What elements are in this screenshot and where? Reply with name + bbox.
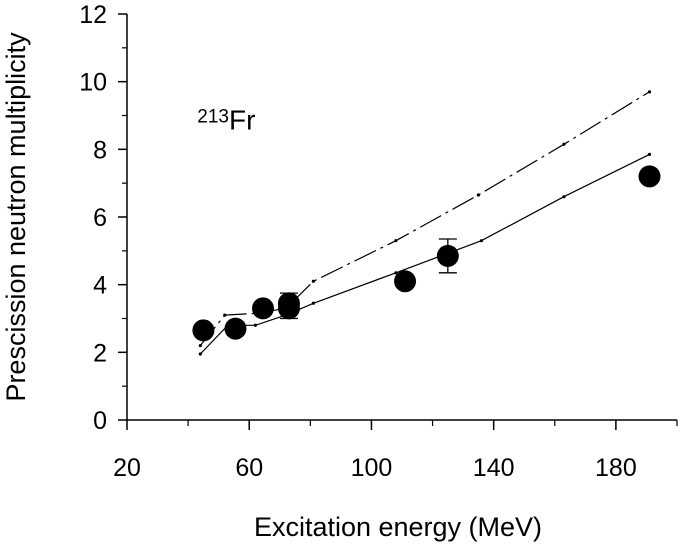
nucleus-label: 213Fr <box>197 104 255 135</box>
calculation-solid-node <box>253 323 257 327</box>
markers <box>192 165 661 342</box>
calculation-dashed-node <box>198 343 202 348</box>
x-tick-label: 100 <box>351 454 393 482</box>
calculation-solid-node <box>394 271 398 275</box>
x-tick-label: 140 <box>473 454 515 482</box>
calculation-dashed-node <box>394 239 398 243</box>
data-point <box>192 319 215 342</box>
y-tick-label: 8 <box>93 136 107 164</box>
calculation-dashed-node <box>647 90 652 94</box>
data-point <box>436 244 459 267</box>
calculation-solid-line <box>199 153 650 355</box>
y-tick-label: 12 <box>79 1 107 29</box>
x-tick-label: 60 <box>235 454 263 482</box>
nucleus-symbol: Fr <box>229 104 255 135</box>
x-tick-label: 20 <box>113 454 141 482</box>
labels: Excitation energy (MeV) Prescission neut… <box>1 32 542 542</box>
calculation-dashed-line <box>199 91 650 346</box>
x-axis-title: Excitation energy (MeV) <box>254 512 542 542</box>
calculation-dashed-node <box>476 193 480 197</box>
calculation-dashed-node <box>311 279 315 283</box>
axes: 0 2 4 6 8 10 12 20 60 100 140 180 <box>79 1 678 482</box>
y-tick-label: 4 <box>93 272 107 300</box>
calculation-solid-node <box>311 301 315 305</box>
calculation-dashed-node <box>562 142 566 146</box>
data-point <box>277 297 300 320</box>
y-tick-label: 10 <box>79 69 107 97</box>
data-point <box>638 165 661 188</box>
data-point <box>251 297 274 320</box>
data-point <box>224 317 247 340</box>
calculation-solid-node <box>647 152 652 157</box>
y-tick-label: 6 <box>93 204 107 232</box>
x-tick-label: 180 <box>595 454 637 482</box>
y-tick-label: 0 <box>93 407 107 435</box>
y-tick-label: 2 <box>93 339 107 367</box>
calculation-solid-node <box>479 239 484 243</box>
nucleus-mass-number: 213 <box>197 106 229 127</box>
y-axis-title: Prescission neutron multiplicity <box>1 32 31 402</box>
data-point <box>394 270 417 293</box>
calculation-solid-node <box>198 352 202 356</box>
calculation-dashed-node <box>223 313 227 317</box>
calculation-solid-node <box>562 195 566 199</box>
